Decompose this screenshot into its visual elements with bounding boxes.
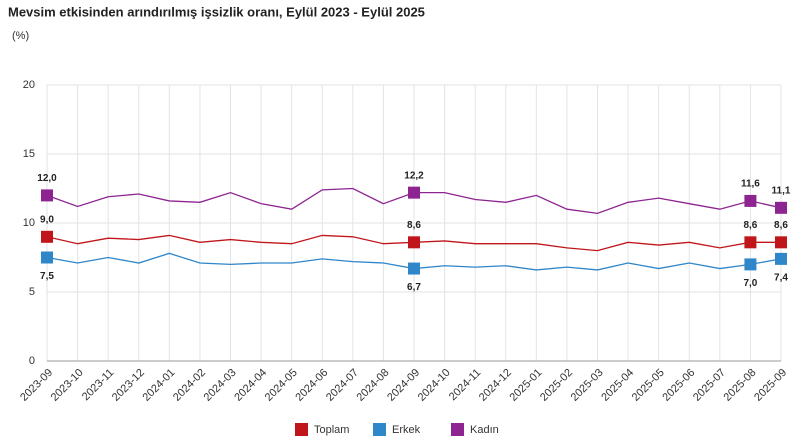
y-tick-label: 0 <box>29 355 35 367</box>
x-tick-label: 2025-01 <box>507 367 544 404</box>
y-tick-label: 15 <box>23 148 35 160</box>
x-tick-label: 2023-09 <box>18 367 55 404</box>
value-label: 8,6 <box>743 220 757 231</box>
x-tick-label: 2023-11 <box>80 367 116 403</box>
x-tick-label: 2024-08 <box>355 367 392 404</box>
x-tick-label: 2024-07 <box>324 367 361 404</box>
value-label: 9,0 <box>40 214 54 225</box>
marker <box>744 236 757 249</box>
x-tick-label: 2025-06 <box>660 367 697 404</box>
x-tick-label: 2025-08 <box>722 367 759 404</box>
value-label: 11,1 <box>772 185 791 196</box>
legend-swatch <box>295 423 308 436</box>
x-tick-label: 2024-09 <box>385 367 422 404</box>
marker <box>408 186 420 199</box>
marker <box>41 230 53 243</box>
value-label: 12,0 <box>37 173 57 184</box>
x-tick-label: 2024-06 <box>293 367 330 404</box>
value-label: 8,6 <box>407 220 421 231</box>
x-tick-label: 2024-03 <box>202 367 239 404</box>
value-label: 11,6 <box>741 179 760 190</box>
y-tick-label: 5 <box>29 286 35 298</box>
value-label: 12,2 <box>404 170 424 181</box>
y-tick-label: 10 <box>23 217 35 229</box>
marker <box>775 236 787 249</box>
value-label: 7,4 <box>774 273 788 284</box>
x-tick-label: 2024-12 <box>477 367 514 404</box>
legend-label: Erkek <box>392 424 421 436</box>
legend-label: Toplam <box>314 424 349 436</box>
x-tick-label: 2024-01 <box>140 367 177 404</box>
x-tick-label: 2023-10 <box>49 367 86 404</box>
x-tick-label: 2025-02 <box>538 367 575 404</box>
chart-subtitle: (%) <box>12 30 29 42</box>
x-tick-label: 2025-04 <box>599 367 636 404</box>
x-tick-label: 2024-10 <box>416 367 453 404</box>
legend-swatch <box>451 423 464 436</box>
marker <box>775 201 787 214</box>
value-label: 8,6 <box>774 220 788 231</box>
x-tick-label: 2024-02 <box>171 367 208 404</box>
x-tick-label: 2024-11 <box>447 367 483 403</box>
legend-label: Kadın <box>470 424 499 436</box>
value-label: 6,7 <box>407 282 421 293</box>
x-tick-label: 2025-05 <box>630 367 667 404</box>
marker <box>408 236 420 249</box>
x-tick-label: 2023-12 <box>110 367 147 404</box>
x-tick-label: 2025-03 <box>569 367 606 404</box>
marker <box>744 194 757 207</box>
marker <box>41 189 53 202</box>
chart-title: Mevsim etkisinden arındırılmış işsizlik … <box>8 4 425 19</box>
x-tick-label: 2024-05 <box>263 367 300 404</box>
marker <box>775 252 787 265</box>
value-label: 7,0 <box>743 278 757 289</box>
x-tick-label: 2025-07 <box>691 367 728 404</box>
legend-swatch <box>373 423 386 436</box>
marker <box>744 258 757 271</box>
marker <box>41 251 53 264</box>
x-tick-label: 2025-09 <box>752 367 789 404</box>
x-tick-label: 2024-04 <box>232 367 269 404</box>
y-tick-label: 20 <box>23 79 35 91</box>
marker <box>408 262 420 275</box>
value-label: 7,5 <box>40 271 54 282</box>
